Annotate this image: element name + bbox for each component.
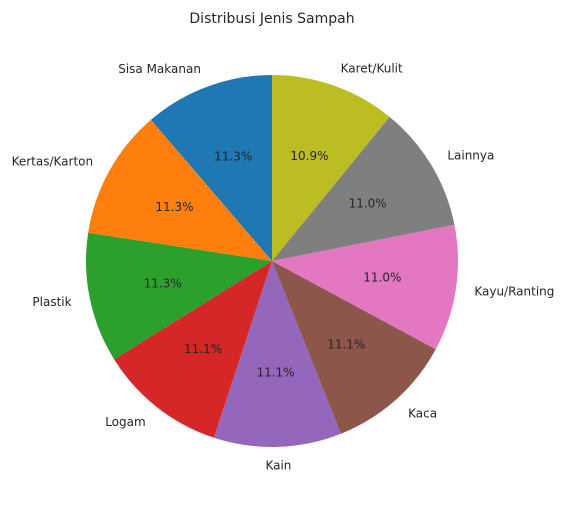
pie-slice-kaca <box>272 261 436 434</box>
category-label-lainnya: Lainnya <box>447 149 494 163</box>
chart-title: Distribusi Jenis Sampah <box>189 11 354 27</box>
pie-slice-karet-kulit <box>272 75 390 261</box>
pie-slice-kertas-karton <box>88 119 272 261</box>
category-label-kaca: Kaca <box>408 407 437 421</box>
category-label-karet-kulit: Karet/Kulit <box>341 61 403 75</box>
percent-label-kayu-ranting: 11.0% <box>363 271 401 285</box>
percent-label-kain: 11.1% <box>256 366 294 380</box>
percent-label-karet-kulit: 10.9% <box>290 149 328 163</box>
pie-slice-plastik <box>85 232 272 360</box>
category-label-kain: Kain <box>265 458 291 472</box>
percent-label-logam: 11.1% <box>184 342 222 356</box>
category-label-logam: Logam <box>105 415 145 429</box>
percent-label-kertas-karton: 11.3% <box>155 200 193 214</box>
pie-slices <box>85 75 458 447</box>
percent-label-kaca: 11.1% <box>327 337 365 351</box>
category-label-kayu-ranting: Kayu/Ranting <box>474 284 554 298</box>
percent-labels: 11.3% 11.3% 11.3% 11.1% 11.1% 11.1% 11.0% 11.0%… <box>144 149 402 380</box>
pie-slice-sisa-makanan <box>150 75 272 261</box>
percent-label-plastik: 11.3% <box>144 276 182 290</box>
pie-slice-kain <box>214 261 341 447</box>
category-labels: Sisa Makanan Kertas/Karton Plastik Logam Kai… <box>12 61 555 472</box>
category-label-sisa-makanan: Sisa Makanan <box>118 62 201 76</box>
percent-label-lainnya: 11.0% <box>349 196 387 210</box>
pie-slice-lainnya <box>272 116 455 261</box>
category-label-plastik: Plastik <box>32 295 71 309</box>
pie-slice-logam <box>114 261 273 438</box>
pie-slice-kayu-ranting <box>272 224 458 350</box>
category-label-kertas-karton: Kertas/Karton <box>12 155 94 169</box>
percent-label-sisa-makanan: 11.3% <box>214 149 252 163</box>
